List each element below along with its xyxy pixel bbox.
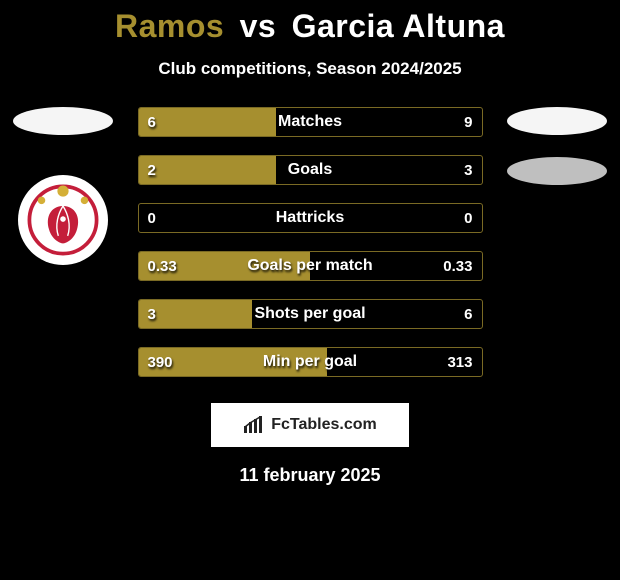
stat-row: 390Min per goal313 [138, 347, 483, 377]
source-text: FcTables.com [271, 416, 377, 434]
player2-name: Garcia Altuna [292, 8, 505, 44]
stat-row: 2Goals3 [138, 155, 483, 185]
stat-value-right: 0 [464, 210, 472, 227]
bar-chart-icon [243, 416, 265, 434]
stat-value-right: 313 [447, 354, 472, 371]
player2-club-badge-placeholder [507, 157, 607, 185]
stat-row: 3Shots per goal6 [138, 299, 483, 329]
stat-value-right: 3 [464, 162, 472, 179]
player1-portrait-placeholder [13, 107, 113, 135]
stat-label: Shots per goal [139, 305, 482, 323]
comparison-title: Ramos vs Garcia Altuna [0, 8, 620, 45]
left-team-column [11, 107, 116, 265]
stat-label: Goals per match [139, 257, 482, 275]
player2-portrait-placeholder [507, 107, 607, 135]
stat-row: 0.33Goals per match0.33 [138, 251, 483, 281]
stat-label: Matches [139, 113, 482, 131]
subtitle: Club competitions, Season 2024/2025 [0, 59, 620, 79]
vs-text: vs [240, 8, 277, 44]
stat-label: Min per goal [139, 353, 482, 371]
stat-value-right: 6 [464, 306, 472, 323]
stats-bars: 6Matches92Goals30Hattricks00.33Goals per… [138, 107, 483, 377]
right-team-column [505, 107, 610, 185]
stat-row: 0Hattricks0 [138, 203, 483, 233]
stat-label: Goals [139, 161, 482, 179]
stat-label: Hattricks [139, 209, 482, 227]
stat-value-right: 9 [464, 114, 472, 131]
source-attribution: FcTables.com [211, 403, 409, 447]
stat-row: 6Matches9 [138, 107, 483, 137]
player1-name: Ramos [115, 8, 224, 44]
player1-club-badge [18, 175, 108, 265]
stat-value-right: 0.33 [443, 258, 472, 275]
date: 11 february 2025 [0, 465, 620, 486]
